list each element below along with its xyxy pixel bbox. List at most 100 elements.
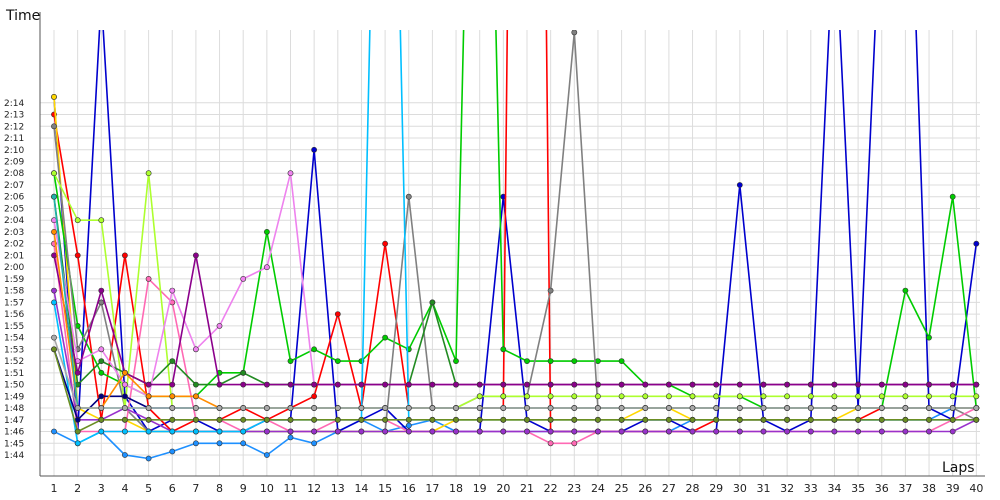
data-point bbox=[547, 428, 554, 435]
data-point bbox=[760, 393, 767, 400]
x-tick-label: 14 bbox=[354, 482, 368, 495]
data-point bbox=[74, 369, 81, 376]
data-point bbox=[358, 381, 365, 388]
data-point bbox=[807, 381, 814, 388]
data-point bbox=[358, 416, 365, 423]
data-point bbox=[334, 311, 341, 317]
data-point bbox=[736, 182, 743, 188]
data-point bbox=[713, 416, 720, 423]
data-point bbox=[287, 170, 294, 177]
data-point bbox=[382, 381, 388, 388]
data-point bbox=[334, 428, 341, 435]
data-point bbox=[807, 416, 814, 423]
data-point bbox=[666, 405, 672, 411]
data-point bbox=[973, 405, 980, 411]
series-line bbox=[53, 349, 977, 433]
data-point bbox=[547, 405, 554, 411]
data-point bbox=[902, 393, 909, 400]
data-point bbox=[500, 405, 507, 411]
y-tick-label: 1:50 bbox=[4, 381, 24, 391]
data-point bbox=[98, 393, 105, 400]
data-point bbox=[784, 393, 790, 400]
data-point bbox=[571, 393, 578, 400]
y-tick-label: 1:53 bbox=[4, 345, 24, 355]
data-point bbox=[287, 434, 294, 441]
data-point bbox=[51, 123, 57, 130]
y-tick-label: 2:08 bbox=[4, 169, 24, 179]
data-point bbox=[263, 416, 270, 423]
x-tick-label: 33 bbox=[804, 482, 818, 495]
x-tick-label: 11 bbox=[284, 482, 298, 495]
data-point bbox=[878, 405, 885, 411]
data-point bbox=[51, 193, 57, 200]
data-point bbox=[51, 94, 57, 100]
data-point bbox=[831, 416, 838, 423]
x-tick-label: 13 bbox=[331, 482, 345, 495]
data-point bbox=[240, 405, 247, 411]
data-point bbox=[311, 405, 317, 411]
data-point bbox=[169, 416, 176, 423]
data-point bbox=[476, 393, 483, 400]
data-point bbox=[571, 440, 578, 447]
data-point bbox=[453, 416, 459, 423]
data-point bbox=[736, 416, 743, 423]
data-point bbox=[689, 405, 696, 411]
x-tick-label: 31 bbox=[757, 482, 771, 495]
data-point bbox=[831, 381, 838, 388]
data-point bbox=[524, 405, 530, 411]
data-point bbox=[311, 440, 317, 447]
x-axis-title: Laps bbox=[942, 460, 975, 476]
data-point bbox=[855, 428, 861, 435]
data-point bbox=[311, 416, 317, 423]
data-point bbox=[831, 428, 838, 435]
data-point bbox=[476, 381, 483, 388]
data-point bbox=[405, 416, 412, 423]
y-tick-label: 2:14 bbox=[4, 99, 24, 109]
data-point bbox=[878, 381, 885, 388]
y-tick-label: 2:05 bbox=[4, 204, 24, 214]
y-tick-label: 1:59 bbox=[4, 275, 24, 285]
data-point bbox=[74, 217, 81, 224]
data-point bbox=[571, 416, 578, 423]
data-point bbox=[216, 428, 223, 435]
data-point bbox=[595, 381, 601, 388]
data-point bbox=[240, 275, 247, 282]
data-point bbox=[926, 416, 932, 423]
data-point bbox=[453, 405, 459, 411]
data-point bbox=[760, 405, 767, 411]
data-point bbox=[595, 416, 601, 423]
data-point bbox=[429, 381, 436, 388]
x-tick-label: 1 bbox=[51, 482, 58, 495]
data-point bbox=[74, 405, 81, 411]
data-point bbox=[311, 146, 317, 153]
axes bbox=[39, 12, 985, 477]
data-point bbox=[51, 428, 57, 435]
data-point bbox=[382, 405, 388, 411]
data-point bbox=[216, 440, 223, 447]
data-point bbox=[926, 428, 932, 435]
y-tick-label: 1:52 bbox=[4, 357, 24, 367]
data-point bbox=[713, 393, 720, 400]
x-tick-label: 12 bbox=[307, 482, 321, 495]
data-point bbox=[500, 416, 507, 423]
data-point bbox=[263, 381, 270, 388]
data-point bbox=[51, 287, 57, 294]
data-point bbox=[618, 393, 625, 400]
data-point bbox=[453, 358, 459, 364]
y-tick-label: 1:51 bbox=[4, 369, 24, 379]
data-point bbox=[216, 416, 223, 423]
data-point bbox=[831, 393, 838, 400]
data-point bbox=[98, 405, 105, 411]
data-point bbox=[98, 369, 105, 376]
data-point bbox=[382, 416, 388, 423]
data-point bbox=[122, 381, 128, 388]
data-point bbox=[949, 381, 956, 388]
data-point bbox=[547, 416, 554, 423]
data-point bbox=[666, 416, 672, 423]
data-point bbox=[169, 448, 176, 455]
x-tick-label: 27 bbox=[662, 482, 676, 495]
data-point bbox=[240, 416, 247, 423]
y-tick-label: 1:57 bbox=[4, 298, 24, 308]
data-point bbox=[98, 428, 105, 435]
